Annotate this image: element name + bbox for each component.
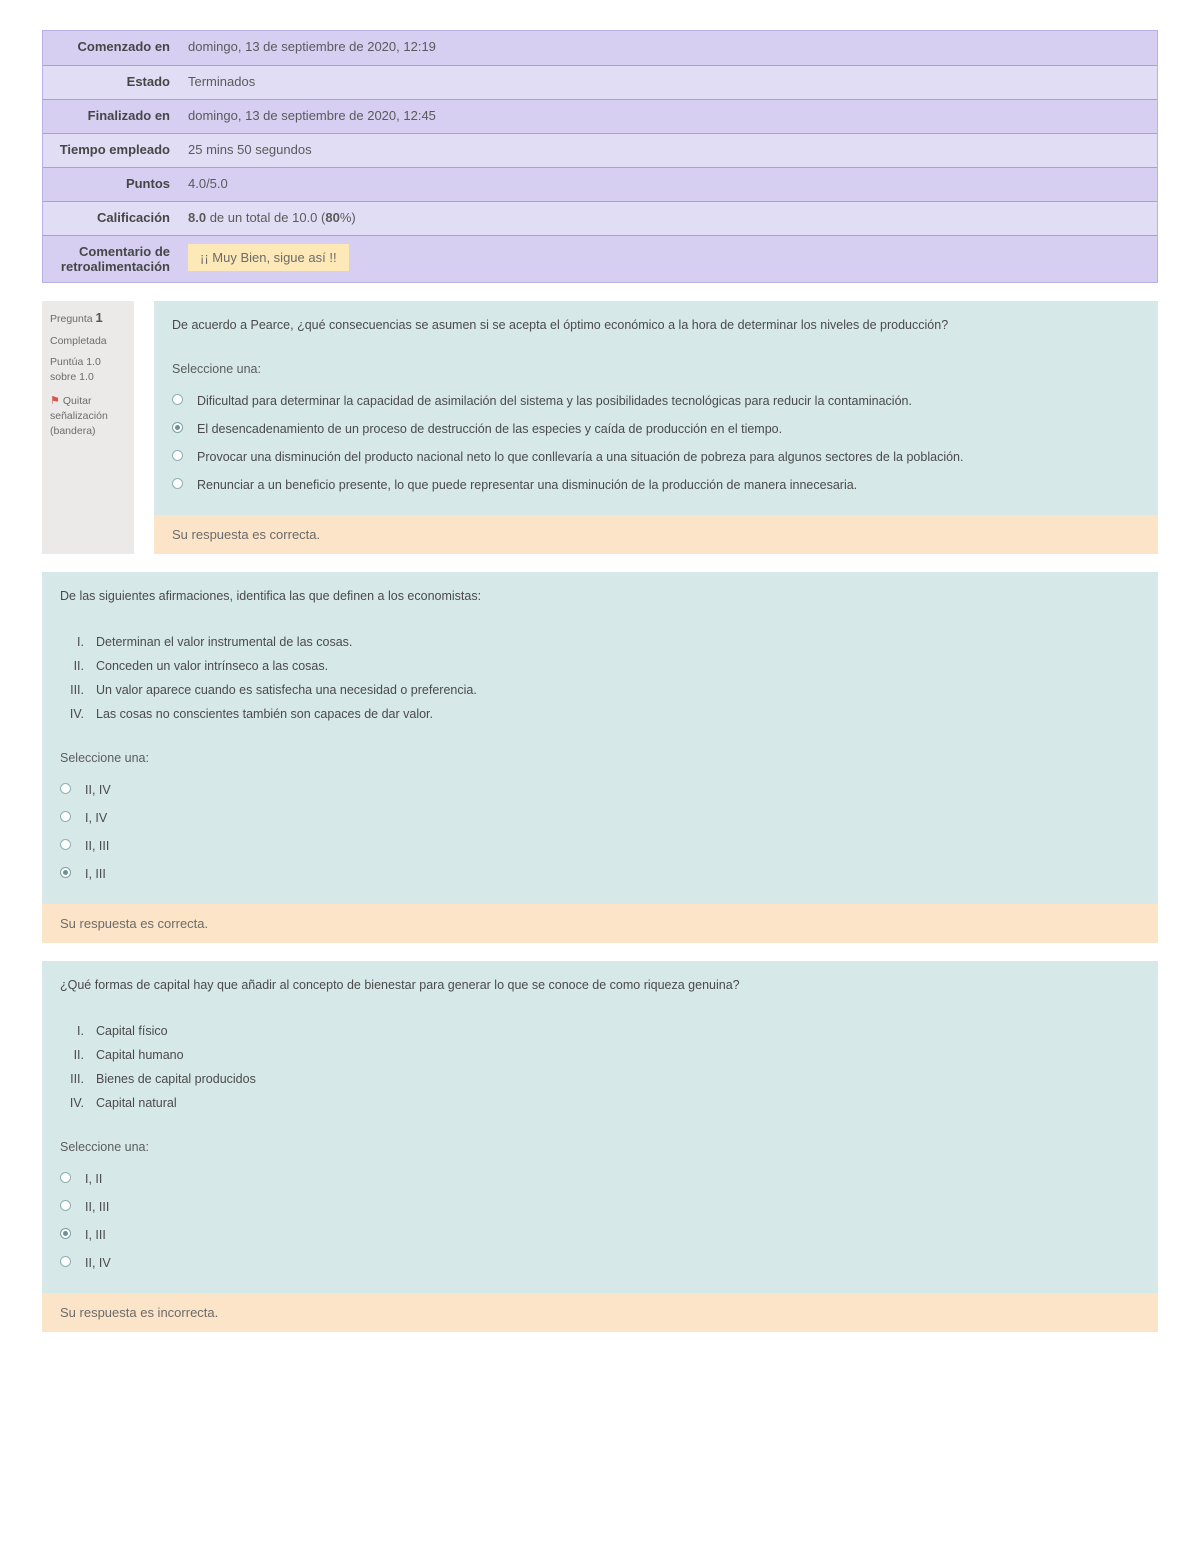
question-prompt: ¿Qué formas de capital hay que añadir al… — [60, 975, 1140, 995]
summary-row: Finalizado en domingo, 13 de septiembre … — [43, 99, 1157, 133]
summary-label: Comenzado en — [43, 31, 178, 65]
statement: Capital natural — [96, 1093, 177, 1113]
question-1: Pregunta 1 Completada Puntúa 1.0 sobre 1… — [42, 301, 1158, 554]
summary-row: Estado Terminados — [43, 65, 1157, 99]
radio-icon — [60, 1172, 71, 1183]
question-body: De acuerdo a Pearce, ¿qué consecuencias … — [154, 301, 1158, 515]
statement: Determinan el valor instrumental de las … — [96, 632, 352, 652]
attempt-summary: Comenzado en domingo, 13 de septiembre d… — [42, 30, 1158, 283]
statement-list: I.Determinan el valor instrumental de la… — [60, 630, 1140, 726]
option-text: Provocar una disminución del producto na… — [197, 447, 963, 467]
radio-icon — [60, 811, 71, 822]
option[interactable]: I, III — [60, 1221, 1140, 1249]
summary-label: Comentario de retroalimentación — [43, 236, 178, 282]
answer-feedback: Su respuesta es incorrecta. — [42, 1293, 1158, 1332]
option[interactable]: Renunciar a un beneficio presente, lo qu… — [172, 471, 1140, 499]
option-text: El desencadenamiento de un proceso de de… — [197, 419, 782, 439]
option[interactable]: Dificultad para determinar la capacidad … — [172, 387, 1140, 415]
summary-label: Calificación — [43, 202, 178, 235]
radio-icon — [172, 450, 183, 461]
summary-value-grade: 8.0 de un total de 10.0 (80%) — [178, 202, 1157, 235]
statement: Las cosas no conscientes también son cap… — [96, 704, 433, 724]
radio-icon — [60, 1256, 71, 1267]
summary-value: 25 mins 50 segundos — [178, 134, 1157, 167]
option-text: Dificultad para determinar la capacidad … — [197, 391, 912, 411]
statement: Conceden un valor intrínseco a las cosas… — [96, 656, 328, 676]
summary-value: 4.0/5.0 — [178, 168, 1157, 201]
radio-icon — [60, 783, 71, 794]
question-content: De acuerdo a Pearce, ¿qué consecuencias … — [154, 301, 1158, 554]
radio-icon — [172, 422, 183, 433]
question-body: De las siguientes afirmaciones, identifi… — [42, 572, 1158, 904]
summary-row: Comentario de retroalimentación ¡¡ Muy B… — [43, 235, 1157, 282]
option[interactable]: I, II — [60, 1165, 1140, 1193]
option[interactable]: I, III — [60, 860, 1140, 888]
option[interactable]: II, III — [60, 832, 1140, 860]
option-text: I, IV — [85, 808, 107, 828]
statement: Un valor aparece cuando es satisfecha un… — [96, 680, 477, 700]
summary-label: Puntos — [43, 168, 178, 201]
option[interactable]: II, III — [60, 1193, 1140, 1221]
flag-icon: ⚑ — [50, 395, 60, 407]
summary-row: Comenzado en domingo, 13 de septiembre d… — [43, 31, 1157, 65]
statement: Capital humano — [96, 1045, 184, 1065]
question-prompt: De las siguientes afirmaciones, identifi… — [60, 586, 1140, 606]
question-body: ¿Qué formas de capital hay que añadir al… — [42, 961, 1158, 1293]
select-one-label: Seleccione una: — [60, 1137, 1140, 1157]
question-grade: Puntúa 1.0 sobre 1.0 — [50, 355, 126, 385]
question-2: De las siguientes afirmaciones, identifi… — [42, 572, 1158, 943]
remove-flag-link[interactable]: ⚑Quitar señalización (bandera) — [50, 394, 126, 439]
option-text: II, IV — [85, 1253, 111, 1273]
summary-value: Terminados — [178, 66, 1157, 99]
question-prompt: De acuerdo a Pearce, ¿qué consecuencias … — [172, 315, 1140, 335]
option-text: II, III — [85, 1197, 109, 1217]
option[interactable]: El desencadenamiento de un proceso de de… — [172, 415, 1140, 443]
feedback-chip: ¡¡ Muy Bien, sigue así !! — [188, 244, 349, 271]
summary-row: Calificación 8.0 de un total de 10.0 (80… — [43, 201, 1157, 235]
radio-icon — [60, 867, 71, 878]
question-number: Pregunta 1 — [50, 309, 126, 328]
select-one-label: Seleccione una: — [60, 748, 1140, 768]
summary-row: Tiempo empleado 25 mins 50 segundos — [43, 133, 1157, 167]
answer-feedback: Su respuesta es correcta. — [42, 904, 1158, 943]
summary-label: Tiempo empleado — [43, 134, 178, 167]
option-text: I, III — [85, 1225, 106, 1245]
summary-row: Puntos 4.0/5.0 — [43, 167, 1157, 201]
summary-label: Finalizado en — [43, 100, 178, 133]
option-text: I, III — [85, 864, 106, 884]
statement: Capital físico — [96, 1021, 168, 1041]
summary-value: ¡¡ Muy Bien, sigue así !! — [178, 236, 1157, 282]
option[interactable]: II, IV — [60, 776, 1140, 804]
radio-icon — [60, 1228, 71, 1239]
option[interactable]: I, IV — [60, 804, 1140, 832]
summary-value: domingo, 13 de septiembre de 2020, 12:19 — [178, 31, 1157, 65]
radio-icon — [60, 839, 71, 850]
option-text: Renunciar a un beneficio presente, lo qu… — [197, 475, 857, 495]
select-one-label: Seleccione una: — [172, 359, 1140, 379]
statement-list: I.Capital físico II.Capital humano III.B… — [60, 1019, 1140, 1115]
radio-icon — [60, 1200, 71, 1211]
statement: Bienes de capital producidos — [96, 1069, 256, 1089]
radio-icon — [172, 394, 183, 405]
option[interactable]: Provocar una disminución del producto na… — [172, 443, 1140, 471]
option-text: II, III — [85, 836, 109, 856]
option-text: I, II — [85, 1169, 102, 1189]
radio-icon — [172, 478, 183, 489]
question-3: ¿Qué formas de capital hay que añadir al… — [42, 961, 1158, 1332]
option-text: II, IV — [85, 780, 111, 800]
summary-value: domingo, 13 de septiembre de 2020, 12:45 — [178, 100, 1157, 133]
answer-feedback: Su respuesta es correcta. — [154, 515, 1158, 554]
option[interactable]: II, IV — [60, 1249, 1140, 1277]
summary-label: Estado — [43, 66, 178, 99]
question-side-panel: Pregunta 1 Completada Puntúa 1.0 sobre 1… — [42, 301, 134, 554]
question-state: Completada — [50, 334, 126, 349]
